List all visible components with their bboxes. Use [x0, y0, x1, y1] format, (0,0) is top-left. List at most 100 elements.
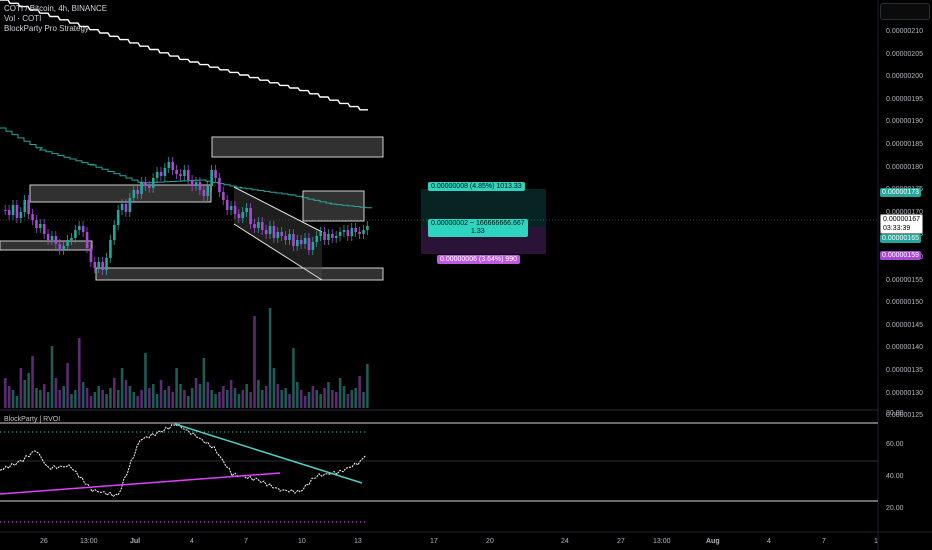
candle-body	[214, 170, 217, 178]
candle-body	[136, 190, 139, 194]
trend-line-white	[0, 0, 368, 111]
volume-bar	[120, 368, 124, 408]
volume-bar	[346, 394, 350, 408]
volume-bar	[198, 384, 202, 408]
indicator-magenta-trendline	[0, 472, 281, 495]
volume-bar	[284, 388, 287, 408]
candle-body	[257, 222, 260, 228]
candle-body	[4, 210, 7, 211]
candle-body	[338, 232, 342, 236]
price-tick-label: 0.00000155	[886, 276, 923, 284]
price-tick-label: 0.00000150	[886, 299, 923, 307]
candle-body	[27, 200, 30, 214]
volume-bar	[31, 356, 34, 408]
volume-bar	[151, 384, 155, 408]
chart-legend: COTI / Bitcoin, 4h, BINANCE Vol · COTI B…	[4, 4, 107, 34]
price-tick-label: 0.00000170	[886, 208, 923, 216]
volume-bar	[202, 358, 206, 408]
candle-body	[245, 208, 249, 212]
indicator-tick-label: 20.00	[886, 505, 904, 512]
candle-body	[128, 198, 132, 212]
candle-body	[346, 230, 350, 236]
trade-entry-label: 0.00000002 ~ 166666666.667 1.33	[428, 219, 528, 237]
candle-body	[366, 226, 369, 230]
candle-body	[327, 234, 330, 240]
candle-body	[93, 262, 97, 268]
volume-bar	[323, 388, 326, 408]
candle-body	[81, 226, 85, 232]
candle-body	[163, 168, 167, 176]
candle-body	[105, 258, 108, 270]
volume-bar	[58, 390, 62, 408]
candle-body	[97, 262, 101, 268]
candle-body	[222, 192, 225, 200]
price-tick-label: 0.00000145	[886, 321, 923, 329]
volume-bar	[81, 382, 85, 408]
candle-body	[241, 212, 245, 218]
rvoi-line	[0, 423, 367, 498]
candle-body	[272, 226, 276, 238]
top-right-button[interactable]	[880, 3, 930, 20]
candle-body	[89, 248, 93, 262]
volume-bar	[179, 384, 182, 408]
legend-volume[interactable]: Vol · COTI	[4, 14, 42, 23]
time-tick-label: 4	[190, 538, 194, 545]
trade-stop-label: 0.00000006 (3.64%) 990	[437, 255, 521, 264]
candle-body	[74, 230, 77, 238]
volume-bar	[338, 378, 342, 408]
volume-bar	[35, 388, 38, 408]
legend-strategy[interactable]: BlockParty Pro Strategy	[4, 24, 89, 33]
candle-body	[233, 206, 237, 214]
channel-upper-line	[233, 186, 323, 233]
candle-body	[334, 236, 338, 238]
zone-box-bottom	[95, 267, 384, 281]
volume-bar	[253, 316, 256, 408]
volume-bar	[241, 390, 245, 408]
time-tick-label: 13:00	[80, 538, 98, 545]
candle-body	[315, 236, 319, 242]
candle-body	[311, 242, 315, 250]
volume-bar	[268, 308, 272, 408]
volume-bar	[190, 388, 194, 408]
volume-bar	[74, 390, 77, 408]
volume-bar	[299, 390, 303, 408]
volume-bar	[113, 378, 116, 408]
candle-body	[323, 232, 326, 240]
legend-symbol[interactable]: COTI / Bitcoin, 4h, BINANCE	[4, 4, 108, 13]
volume-bar	[140, 390, 143, 408]
volume-bar	[245, 384, 249, 408]
volume-bar	[331, 390, 334, 408]
candle-body	[276, 232, 280, 238]
candle-body	[35, 220, 38, 228]
indicator-label[interactable]: BlockParty | RVOI	[4, 416, 61, 423]
time-tick-label: 26	[40, 538, 48, 545]
volume-bar	[334, 392, 338, 408]
candle-body	[58, 244, 62, 250]
candle-body	[140, 182, 143, 194]
candle-body	[144, 182, 147, 186]
volume-bar	[366, 364, 369, 408]
candle-body	[132, 190, 136, 198]
volume-bar	[50, 346, 54, 408]
candle-body	[198, 182, 202, 190]
time-tick-label: 7	[244, 538, 248, 545]
volume-bar	[89, 396, 93, 408]
trade-target-label: 0.00000008 (4.85%) 1013.33	[428, 182, 525, 191]
volume-bar	[23, 380, 27, 408]
candle-body	[264, 230, 268, 234]
volume-bar	[136, 396, 139, 408]
volume-bar	[116, 390, 120, 408]
candle-body	[11, 205, 15, 215]
candle-body	[175, 170, 178, 174]
volume-bar	[358, 376, 361, 408]
volume-bar	[171, 392, 175, 408]
indicator-tick-label: 60.00	[886, 441, 904, 448]
volume-bar	[85, 388, 89, 408]
volume-bar	[280, 390, 284, 408]
volume-bar	[276, 384, 280, 408]
volume-bar	[19, 368, 23, 408]
candle-body	[210, 170, 213, 186]
candlesticks	[4, 157, 369, 275]
candle-body	[85, 232, 89, 248]
